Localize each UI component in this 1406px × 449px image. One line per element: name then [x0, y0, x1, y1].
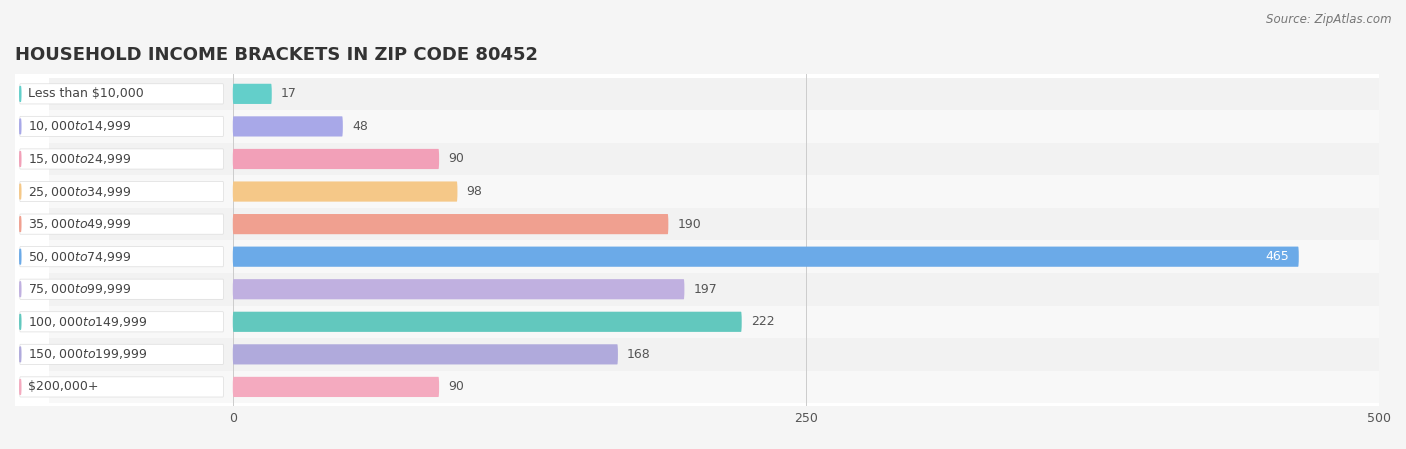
Text: $100,000 to $149,999: $100,000 to $149,999: [28, 315, 148, 329]
FancyBboxPatch shape: [233, 344, 617, 365]
FancyBboxPatch shape: [233, 116, 343, 136]
FancyBboxPatch shape: [20, 344, 224, 365]
Bar: [49, 110, 1406, 143]
Bar: [49, 273, 1406, 305]
FancyBboxPatch shape: [233, 377, 439, 397]
Bar: [49, 78, 1406, 110]
Text: 190: 190: [678, 218, 702, 231]
Text: 197: 197: [693, 283, 717, 296]
Bar: [49, 370, 1406, 403]
Text: 17: 17: [281, 88, 297, 101]
FancyBboxPatch shape: [20, 116, 224, 136]
Text: $10,000 to $14,999: $10,000 to $14,999: [28, 119, 131, 133]
Text: Less than $10,000: Less than $10,000: [28, 88, 143, 101]
FancyBboxPatch shape: [233, 149, 439, 169]
FancyBboxPatch shape: [20, 279, 224, 299]
Text: HOUSEHOLD INCOME BRACKETS IN ZIP CODE 80452: HOUSEHOLD INCOME BRACKETS IN ZIP CODE 80…: [15, 46, 538, 64]
Bar: [49, 338, 1406, 370]
Text: $75,000 to $99,999: $75,000 to $99,999: [28, 282, 131, 296]
Bar: [49, 305, 1406, 338]
Bar: [49, 175, 1406, 208]
FancyBboxPatch shape: [20, 214, 224, 234]
Text: $200,000+: $200,000+: [28, 380, 98, 393]
FancyBboxPatch shape: [233, 181, 457, 202]
FancyBboxPatch shape: [233, 312, 742, 332]
FancyBboxPatch shape: [233, 279, 685, 299]
Text: $150,000 to $199,999: $150,000 to $199,999: [28, 348, 148, 361]
Text: 48: 48: [352, 120, 368, 133]
Text: 90: 90: [449, 380, 464, 393]
FancyBboxPatch shape: [20, 181, 224, 202]
FancyBboxPatch shape: [20, 312, 224, 332]
Bar: [49, 143, 1406, 175]
Text: 90: 90: [449, 153, 464, 166]
FancyBboxPatch shape: [233, 214, 668, 234]
Text: $50,000 to $74,999: $50,000 to $74,999: [28, 250, 131, 264]
FancyBboxPatch shape: [233, 84, 271, 104]
Text: Source: ZipAtlas.com: Source: ZipAtlas.com: [1267, 13, 1392, 26]
Bar: [49, 208, 1406, 240]
FancyBboxPatch shape: [20, 84, 224, 104]
Text: $35,000 to $49,999: $35,000 to $49,999: [28, 217, 131, 231]
Text: 465: 465: [1265, 250, 1289, 263]
Text: $25,000 to $34,999: $25,000 to $34,999: [28, 185, 131, 198]
Text: 222: 222: [751, 315, 775, 328]
FancyBboxPatch shape: [20, 247, 224, 267]
FancyBboxPatch shape: [20, 377, 224, 397]
FancyBboxPatch shape: [20, 149, 224, 169]
Text: 98: 98: [467, 185, 482, 198]
Bar: [49, 240, 1406, 273]
Text: $15,000 to $24,999: $15,000 to $24,999: [28, 152, 131, 166]
Text: 168: 168: [627, 348, 651, 361]
FancyBboxPatch shape: [233, 247, 1299, 267]
